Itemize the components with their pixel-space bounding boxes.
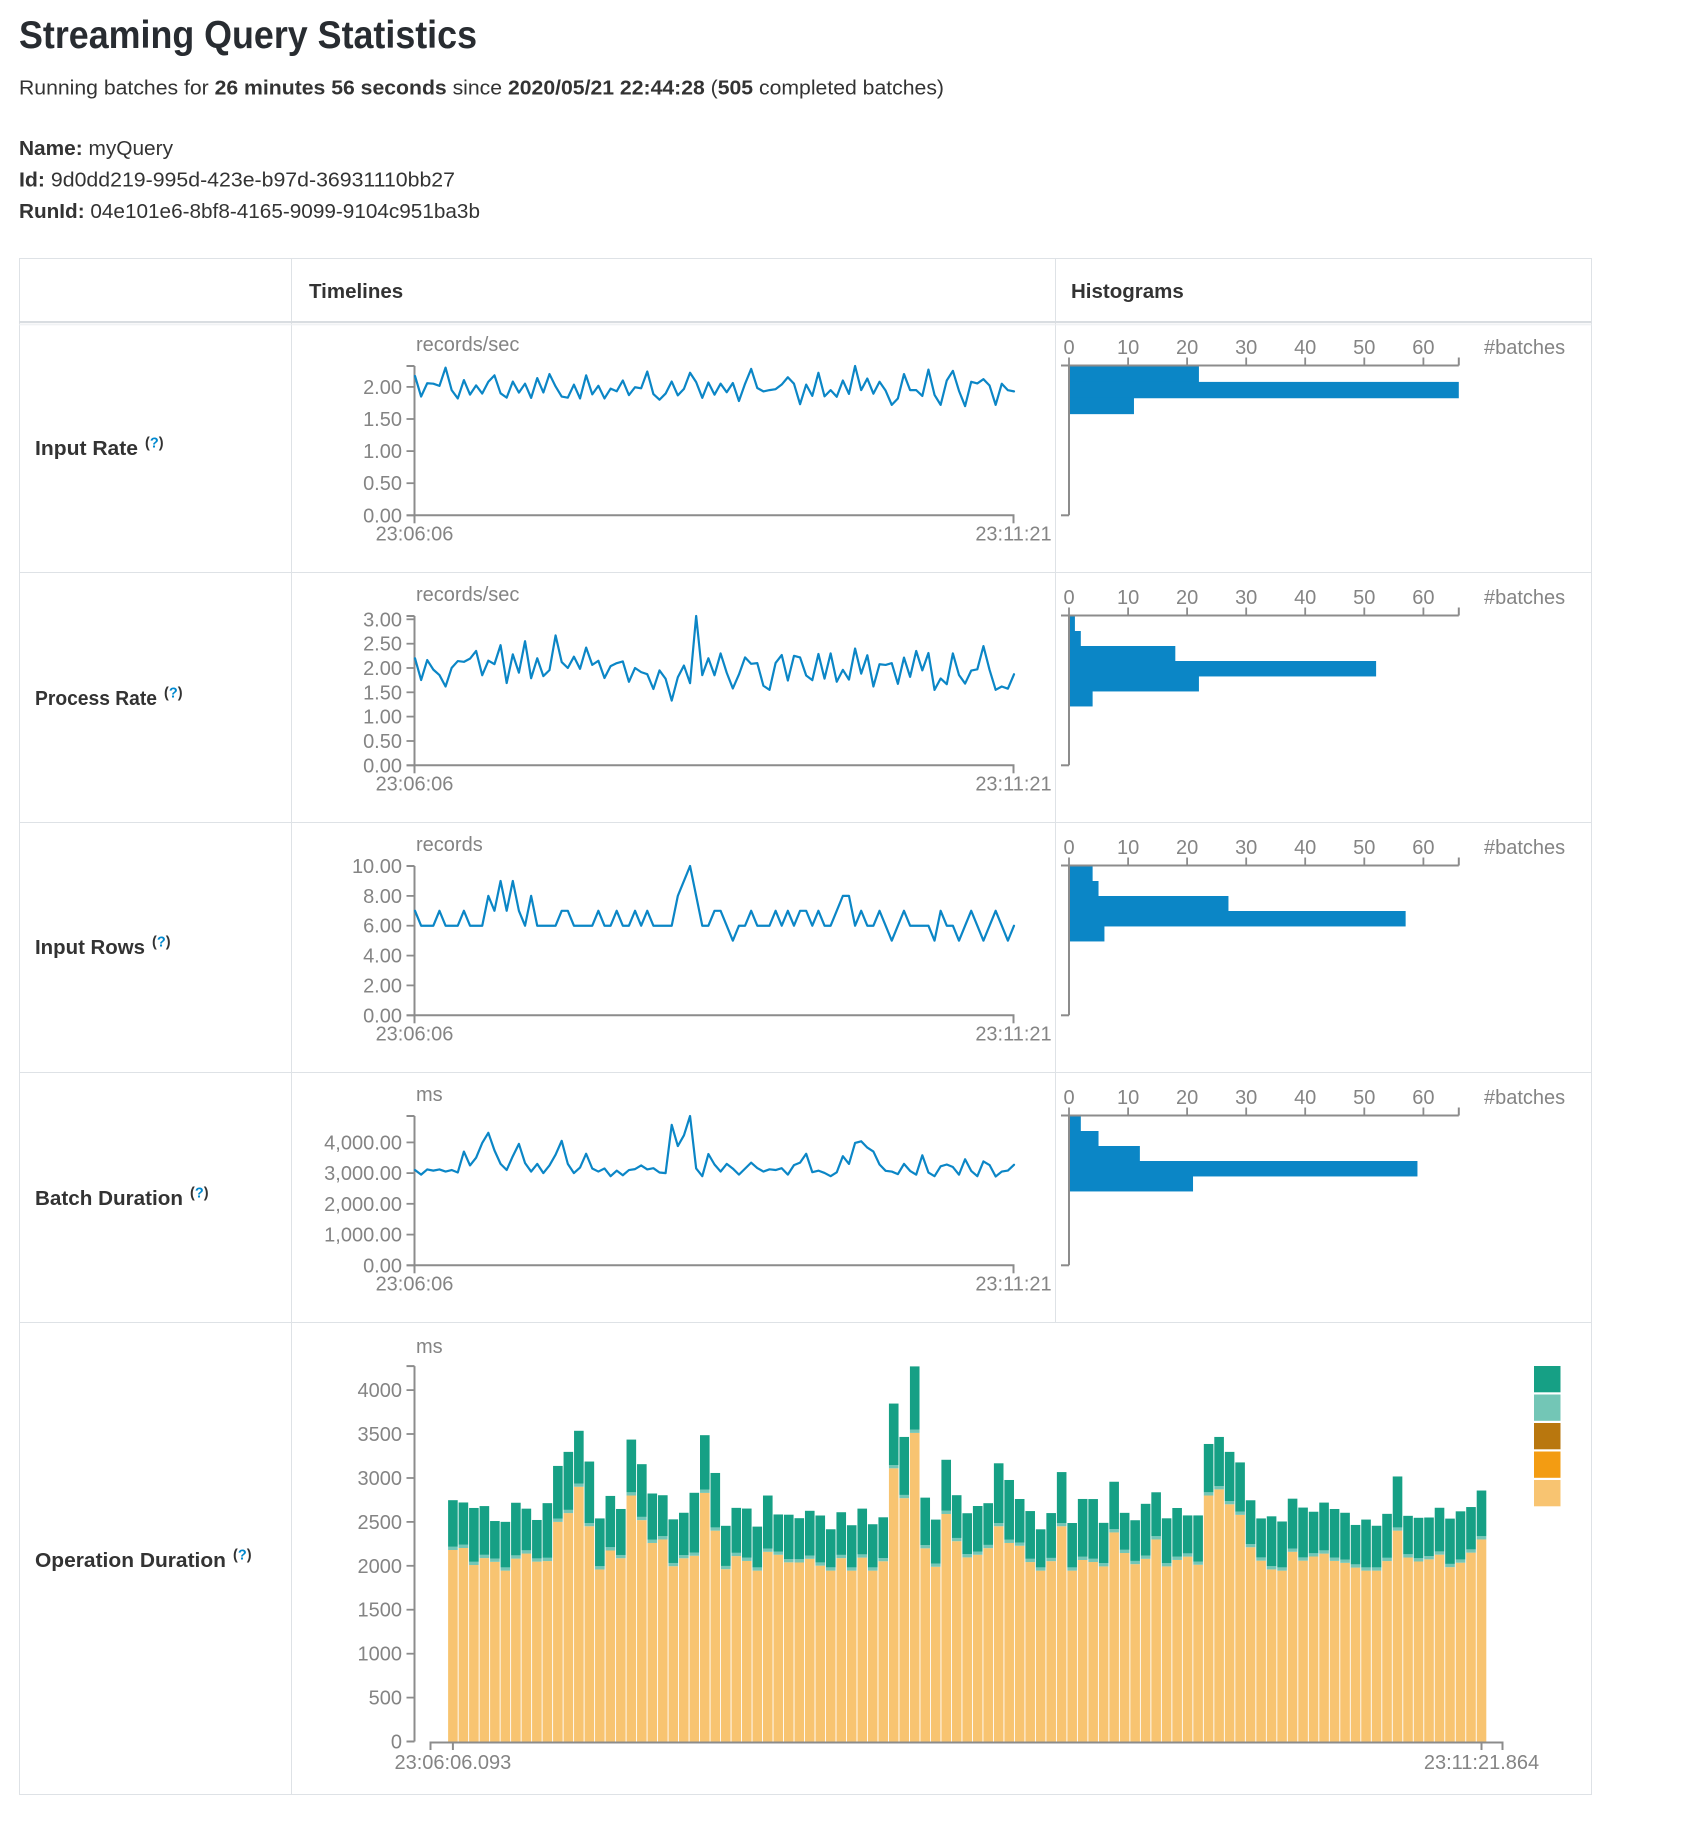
svg-text:2,000.00: 2,000.00 (324, 1194, 402, 1216)
svg-text:0: 0 (391, 1732, 402, 1754)
svg-text:ms: ms (416, 1336, 443, 1358)
svg-text:(?): (?) (145, 436, 164, 452)
svg-text:1.50: 1.50 (363, 409, 402, 431)
svg-text:0.50: 0.50 (363, 473, 402, 495)
svg-text:#batches: #batches (1484, 337, 1565, 359)
svg-text:50: 50 (1353, 1087, 1375, 1109)
svg-text:Id: 9d0dd219-995d-423e-b97d-36: Id: 9d0dd219-995d-423e-b97d-36931110bb27 (19, 170, 455, 192)
svg-text:4,000.00: 4,000.00 (324, 1132, 402, 1154)
svg-text:30: 30 (1235, 837, 1257, 859)
svg-text:40: 40 (1294, 587, 1316, 609)
svg-text:#batches: #batches (1484, 1087, 1565, 1109)
svg-text:#batches: #batches (1484, 587, 1565, 609)
svg-text:3000: 3000 (358, 1468, 403, 1490)
svg-text:500: 500 (369, 1688, 402, 1710)
svg-text:60: 60 (1412, 837, 1434, 859)
svg-text:Batch Duration: Batch Duration (35, 1187, 183, 1210)
svg-text:0.00: 0.00 (363, 505, 402, 527)
svg-text:Timelines: Timelines (309, 280, 403, 303)
svg-text:10: 10 (1117, 1087, 1139, 1109)
svg-text:records/sec: records/sec (416, 584, 519, 606)
svg-text:50: 50 (1353, 337, 1375, 359)
svg-text:0.00: 0.00 (363, 1255, 402, 1277)
svg-text:4000: 4000 (358, 1380, 403, 1402)
svg-text:0.50: 0.50 (363, 731, 402, 753)
svg-text:2500: 2500 (358, 1512, 403, 1534)
svg-text:40: 40 (1294, 1087, 1316, 1109)
svg-text:2.00: 2.00 (363, 658, 402, 680)
svg-text:23:11:21: 23:11:21 (975, 1024, 1051, 1046)
svg-text:10: 10 (1117, 587, 1139, 609)
svg-text:23:11:21: 23:11:21 (975, 524, 1051, 546)
svg-text:1.00: 1.00 (363, 707, 402, 729)
svg-text:0: 0 (1063, 337, 1074, 359)
svg-text:0.00: 0.00 (363, 1005, 402, 1027)
svg-text:10: 10 (1117, 837, 1139, 859)
svg-text:Operation Duration: Operation Duration (35, 1549, 226, 1572)
svg-text:ms: ms (416, 1084, 443, 1106)
svg-text:20: 20 (1176, 1087, 1198, 1109)
svg-text:Running batches for 26 minutes: Running batches for 26 minutes 56 second… (19, 78, 944, 100)
svg-text:2.00: 2.00 (363, 377, 402, 399)
svg-text:2.50: 2.50 (363, 634, 402, 656)
svg-text:23:06:06: 23:06:06 (376, 524, 454, 546)
svg-text:40: 40 (1294, 337, 1316, 359)
svg-text:60: 60 (1412, 337, 1434, 359)
svg-text:2.00: 2.00 (363, 975, 402, 997)
svg-text:Streaming Query Statistics: Streaming Query Statistics (19, 14, 477, 57)
svg-text:23:06:06: 23:06:06 (376, 1274, 454, 1296)
svg-text:50: 50 (1353, 837, 1375, 859)
svg-text:30: 30 (1235, 337, 1257, 359)
svg-text:0: 0 (1063, 1087, 1074, 1109)
svg-text:10: 10 (1117, 337, 1139, 359)
svg-text:10.00: 10.00 (352, 856, 402, 878)
svg-text:20: 20 (1176, 587, 1198, 609)
svg-text:Name: myQuery: Name: myQuery (19, 138, 173, 160)
svg-text:50: 50 (1353, 587, 1375, 609)
svg-text:(?): (?) (190, 1186, 209, 1202)
svg-text:3,000.00: 3,000.00 (324, 1163, 402, 1185)
svg-text:30: 30 (1235, 587, 1257, 609)
svg-text:(?): (?) (233, 1548, 252, 1564)
svg-text:Input Rate: Input Rate (35, 437, 138, 460)
svg-text:23:11:21.864: 23:11:21.864 (1424, 1752, 1539, 1774)
svg-text:23:11:21: 23:11:21 (975, 774, 1051, 796)
svg-text:records: records (416, 834, 483, 856)
svg-text:1000: 1000 (358, 1644, 403, 1666)
svg-text:1.50: 1.50 (363, 682, 402, 704)
svg-text:0.00: 0.00 (363, 755, 402, 777)
svg-text:20: 20 (1176, 837, 1198, 859)
svg-text:1.00: 1.00 (363, 441, 402, 463)
svg-text:2000: 2000 (358, 1556, 403, 1578)
svg-text:3500: 3500 (358, 1424, 403, 1446)
svg-text:23:06:06.093: 23:06:06.093 (395, 1752, 512, 1774)
svg-text:40: 40 (1294, 837, 1316, 859)
svg-text:Process Rate: Process Rate (35, 687, 157, 710)
svg-text:1500: 1500 (358, 1600, 403, 1622)
svg-text:Histograms: Histograms (1071, 280, 1184, 303)
svg-text:30: 30 (1235, 1087, 1257, 1109)
svg-text:20: 20 (1176, 337, 1198, 359)
svg-text:records/sec: records/sec (416, 334, 519, 356)
svg-text:1,000.00: 1,000.00 (324, 1225, 402, 1247)
svg-text:(?): (?) (152, 935, 171, 951)
svg-text:0: 0 (1063, 837, 1074, 859)
svg-text:#batches: #batches (1484, 837, 1565, 859)
svg-text:23:06:06: 23:06:06 (376, 1024, 454, 1046)
svg-text:4.00: 4.00 (363, 946, 402, 968)
svg-text:8.00: 8.00 (363, 886, 402, 908)
svg-text:60: 60 (1412, 587, 1434, 609)
svg-text:(?): (?) (164, 686, 183, 702)
svg-text:Input Rows: Input Rows (35, 936, 145, 959)
svg-text:60: 60 (1412, 1087, 1434, 1109)
svg-text:RunId: 04e101e6-8bf8-4165-9099: RunId: 04e101e6-8bf8-4165-9099-9104c951b… (19, 201, 480, 223)
svg-text:6.00: 6.00 (363, 916, 402, 938)
svg-text:23:06:06: 23:06:06 (376, 774, 454, 796)
svg-text:3.00: 3.00 (363, 609, 402, 631)
svg-text:23:11:21: 23:11:21 (975, 1274, 1051, 1296)
svg-text:0: 0 (1063, 587, 1074, 609)
